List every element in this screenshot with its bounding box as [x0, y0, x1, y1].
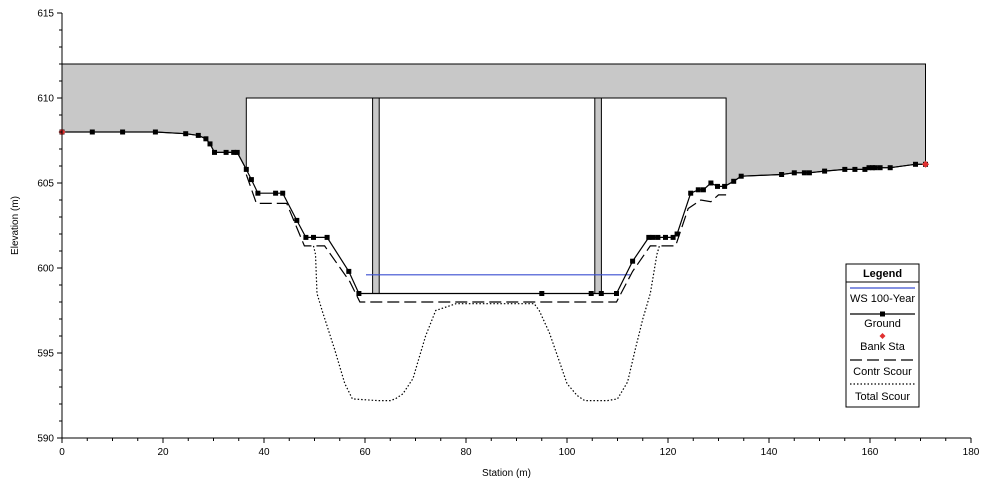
- axes-layer: 0 20 40 60 80 100 120 140 160 180 590 595 600 605 610 6…: [10, 9, 980, 480]
- series-layer: [58, 128, 930, 402]
- ground-point: [779, 172, 785, 177]
- ground-point: [231, 149, 237, 155]
- ground-point: [614, 291, 619, 296]
- ground-point: [588, 291, 594, 296]
- ground-point: [700, 187, 706, 193]
- legend-entry-label: Total Scour: [855, 391, 910, 403]
- legend-entry-label: Contr Scour: [853, 366, 912, 378]
- ground-point: [212, 149, 217, 155]
- ground-point: [722, 183, 728, 189]
- x-tick-label: 180: [963, 447, 980, 458]
- bridge-pier-2: [594, 97, 602, 294]
- ground-point: [688, 190, 694, 196]
- ground-point: [674, 231, 680, 237]
- ground-point: [346, 268, 352, 274]
- x-tick-label: 80: [460, 447, 472, 458]
- ground-point: [280, 190, 286, 196]
- ground-point: [223, 149, 229, 155]
- ground-point: [630, 258, 636, 264]
- ground-point: [243, 166, 249, 172]
- x-tick-label: 60: [359, 447, 371, 458]
- x-tick-label: 100: [559, 447, 576, 458]
- ground-point: [234, 149, 240, 155]
- bridge-deck: [61, 63, 926, 187]
- ground-point: [539, 291, 545, 296]
- ground-point: [273, 190, 279, 196]
- ground-point: [842, 166, 848, 172]
- y-tick-label: 615: [37, 9, 54, 20]
- legend-entry-label: Ground: [864, 318, 901, 330]
- legend-ground-marker: [880, 311, 885, 317]
- bridge-pier-1: [372, 97, 380, 294]
- ground-point: [866, 165, 872, 171]
- ground-point: [913, 161, 918, 167]
- y-tick-label: 605: [37, 179, 54, 190]
- y-tick-label: 595: [37, 349, 54, 360]
- ground-point: [207, 141, 213, 147]
- x-axis-title: Station (m): [482, 468, 531, 479]
- ground-point: [738, 173, 744, 179]
- ground-point: [670, 234, 676, 240]
- y-tick-label: 610: [37, 94, 54, 105]
- ground-point: [248, 177, 254, 183]
- ground-point: [887, 165, 893, 171]
- x-tick-label: 120: [660, 447, 677, 458]
- ground-point: [303, 234, 309, 240]
- bank-sta-point: [922, 160, 930, 168]
- ground-point: [650, 234, 656, 240]
- contr-scour-line: [245, 174, 727, 303]
- legend: Legend WS 100-Year Ground Bank Sta Contr Sco…: [845, 263, 920, 408]
- x-tick-label: 40: [258, 447, 270, 458]
- ground-point: [872, 165, 878, 171]
- ground-point: [195, 132, 201, 138]
- ground-point: [255, 190, 261, 196]
- ground-point: [356, 291, 362, 296]
- x-tick-label: 0: [59, 447, 65, 458]
- ground-point: [120, 129, 126, 135]
- legend-entry-label: Bank Sta: [860, 341, 906, 353]
- ground-point: [695, 187, 701, 193]
- bridge-layer: [61, 63, 926, 294]
- ground-point: [646, 234, 652, 240]
- ground-point: [294, 217, 300, 223]
- ground-point: [862, 166, 868, 172]
- x-tick-label: 140: [761, 447, 778, 458]
- ground-point: [806, 170, 812, 176]
- legend-bank-symbol: [879, 333, 886, 339]
- ground-point: [324, 234, 330, 240]
- ground-point: [715, 183, 720, 189]
- ground-point: [203, 136, 209, 142]
- ground-point: [708, 180, 714, 186]
- ground-point: [877, 165, 883, 171]
- ground-point: [152, 129, 158, 135]
- y-axis-title: Elevation (m): [10, 196, 21, 255]
- total-scour-line: [312, 245, 660, 402]
- y-tick-label: 600: [37, 264, 54, 275]
- ground-point: [89, 129, 95, 135]
- ground-point: [183, 131, 189, 137]
- y-tick-label: 590: [37, 434, 54, 445]
- ground-point: [731, 178, 737, 184]
- ground-point: [663, 234, 668, 240]
- ground-point: [822, 168, 828, 174]
- ground-point: [655, 234, 661, 240]
- x-tick-label: 160: [862, 447, 879, 458]
- ground-point: [801, 170, 807, 176]
- ground-point: [598, 291, 604, 296]
- ground-point: [852, 166, 858, 172]
- legend-entry-label: WS 100-Year: [850, 293, 915, 305]
- x-tick-label: 20: [157, 447, 169, 458]
- ground-point: [791, 170, 797, 176]
- legend-title: Legend: [863, 268, 902, 280]
- ground-point: [870, 165, 875, 171]
- ground-point: [311, 234, 316, 240]
